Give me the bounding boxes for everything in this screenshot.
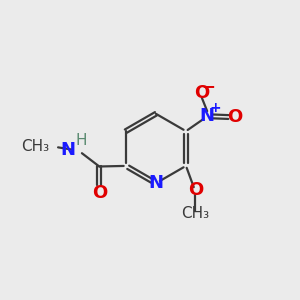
Text: O: O xyxy=(194,85,209,103)
Text: N: N xyxy=(148,174,164,192)
Text: N: N xyxy=(60,141,75,159)
Text: O: O xyxy=(226,108,242,126)
Text: O: O xyxy=(92,184,107,202)
Text: O: O xyxy=(188,181,203,199)
Text: H: H xyxy=(76,134,87,148)
Text: +: + xyxy=(210,101,221,115)
Text: CH₃: CH₃ xyxy=(21,139,49,154)
Text: N: N xyxy=(200,107,215,125)
Text: −: − xyxy=(201,77,215,95)
Text: CH₃: CH₃ xyxy=(181,206,209,221)
